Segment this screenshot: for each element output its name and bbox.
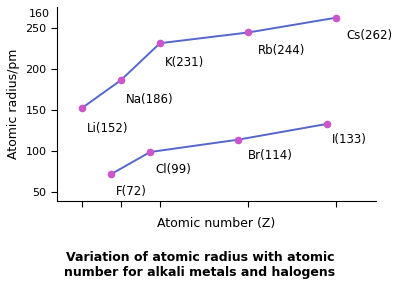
X-axis label: Atomic number (Z): Atomic number (Z) <box>157 217 276 230</box>
Text: Variation of atomic radius with atomic
number for alkali metals and halogens: Variation of atomic radius with atomic n… <box>64 251 336 279</box>
Text: Na(186): Na(186) <box>126 93 173 107</box>
Text: Cl(99): Cl(99) <box>155 163 191 176</box>
Text: I(133): I(133) <box>332 133 366 146</box>
Text: Br(114): Br(114) <box>248 149 293 162</box>
Text: Li(152): Li(152) <box>86 121 128 135</box>
Text: Rb(244): Rb(244) <box>258 44 305 57</box>
Y-axis label: Atomic radius/pm: Atomic radius/pm <box>7 49 20 159</box>
Text: Cs(262): Cs(262) <box>346 29 392 42</box>
Text: F(72): F(72) <box>116 185 147 198</box>
Text: 160: 160 <box>29 9 50 19</box>
Text: K(231): K(231) <box>165 56 204 69</box>
